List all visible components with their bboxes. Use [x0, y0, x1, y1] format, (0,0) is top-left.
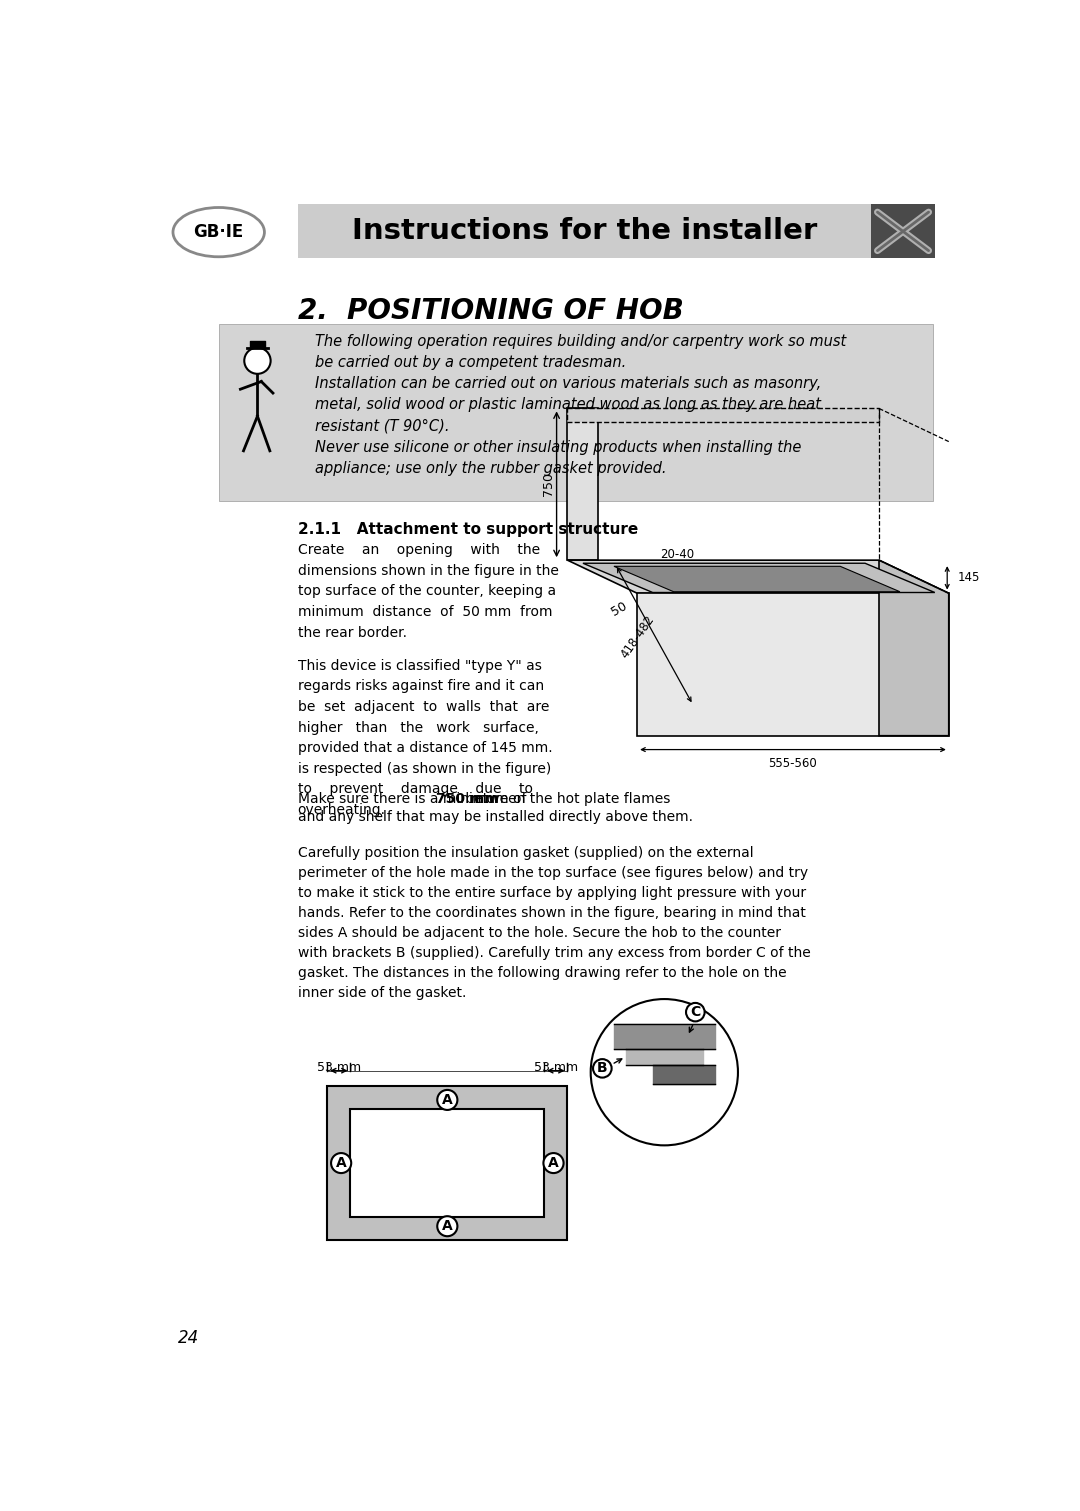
- Bar: [872, 204, 935, 258]
- Text: Make sure there is a minimum of: Make sure there is a minimum of: [298, 792, 530, 805]
- Circle shape: [244, 348, 271, 373]
- Polygon shape: [567, 408, 879, 422]
- Text: C: C: [690, 1005, 701, 1018]
- Circle shape: [332, 1153, 351, 1173]
- Text: The following operation requires building and/or carpentry work so must
be carri: The following operation requires buildin…: [314, 334, 846, 476]
- Text: 50: 50: [609, 598, 630, 618]
- Text: Create    an    opening    with    the
dimensions shown in the figure in the
top: Create an opening with the dimensions sh…: [298, 544, 558, 639]
- Text: GB·IE: GB·IE: [193, 224, 244, 242]
- Text: 53 mm: 53 mm: [534, 1061, 578, 1074]
- Bar: [327, 1086, 567, 1241]
- Polygon shape: [637, 594, 948, 736]
- Text: This device is classified "type Y" as
regards risks against fire and it can
be  : This device is classified "type Y" as re…: [298, 659, 552, 817]
- Bar: [218, 323, 933, 500]
- Polygon shape: [583, 564, 935, 592]
- Text: A: A: [549, 1156, 558, 1170]
- Ellipse shape: [173, 207, 265, 257]
- Text: 418-482: 418-482: [618, 613, 657, 660]
- Circle shape: [437, 1216, 458, 1236]
- Circle shape: [593, 1059, 611, 1077]
- Text: 24: 24: [177, 1328, 199, 1346]
- Polygon shape: [567, 561, 948, 594]
- Text: 145: 145: [958, 571, 981, 585]
- Text: 2.  POSITIONING OF HOB: 2. POSITIONING OF HOB: [298, 296, 684, 325]
- Text: A: A: [336, 1156, 347, 1170]
- Text: A: A: [442, 1092, 453, 1108]
- Text: between the hot plate flames: between the hot plate flames: [461, 792, 671, 805]
- Text: 555-560: 555-560: [769, 757, 818, 771]
- Text: Carefully position the insulation gasket (supplied) on the external
perimeter of: Carefully position the insulation gasket…: [298, 846, 810, 1000]
- Text: 20-40: 20-40: [661, 547, 694, 561]
- Text: 53 mm: 53 mm: [316, 1061, 361, 1074]
- Text: and any shelf that may be installed directly above them.: and any shelf that may be installed dire…: [298, 810, 692, 825]
- Bar: [350, 1109, 544, 1216]
- Text: Instructions for the installer: Instructions for the installer: [352, 218, 818, 245]
- Circle shape: [543, 1153, 564, 1173]
- Text: B: B: [597, 1061, 608, 1076]
- Text: 2.1.1   Attachment to support structure: 2.1.1 Attachment to support structure: [298, 521, 638, 536]
- Circle shape: [686, 1003, 704, 1021]
- Polygon shape: [613, 567, 900, 592]
- Polygon shape: [567, 408, 598, 561]
- Polygon shape: [879, 561, 948, 736]
- Text: 750 mm: 750 mm: [435, 792, 498, 805]
- Text: 750: 750: [542, 471, 555, 496]
- Bar: [298, 204, 872, 258]
- Circle shape: [437, 1089, 458, 1111]
- Text: A: A: [442, 1219, 453, 1233]
